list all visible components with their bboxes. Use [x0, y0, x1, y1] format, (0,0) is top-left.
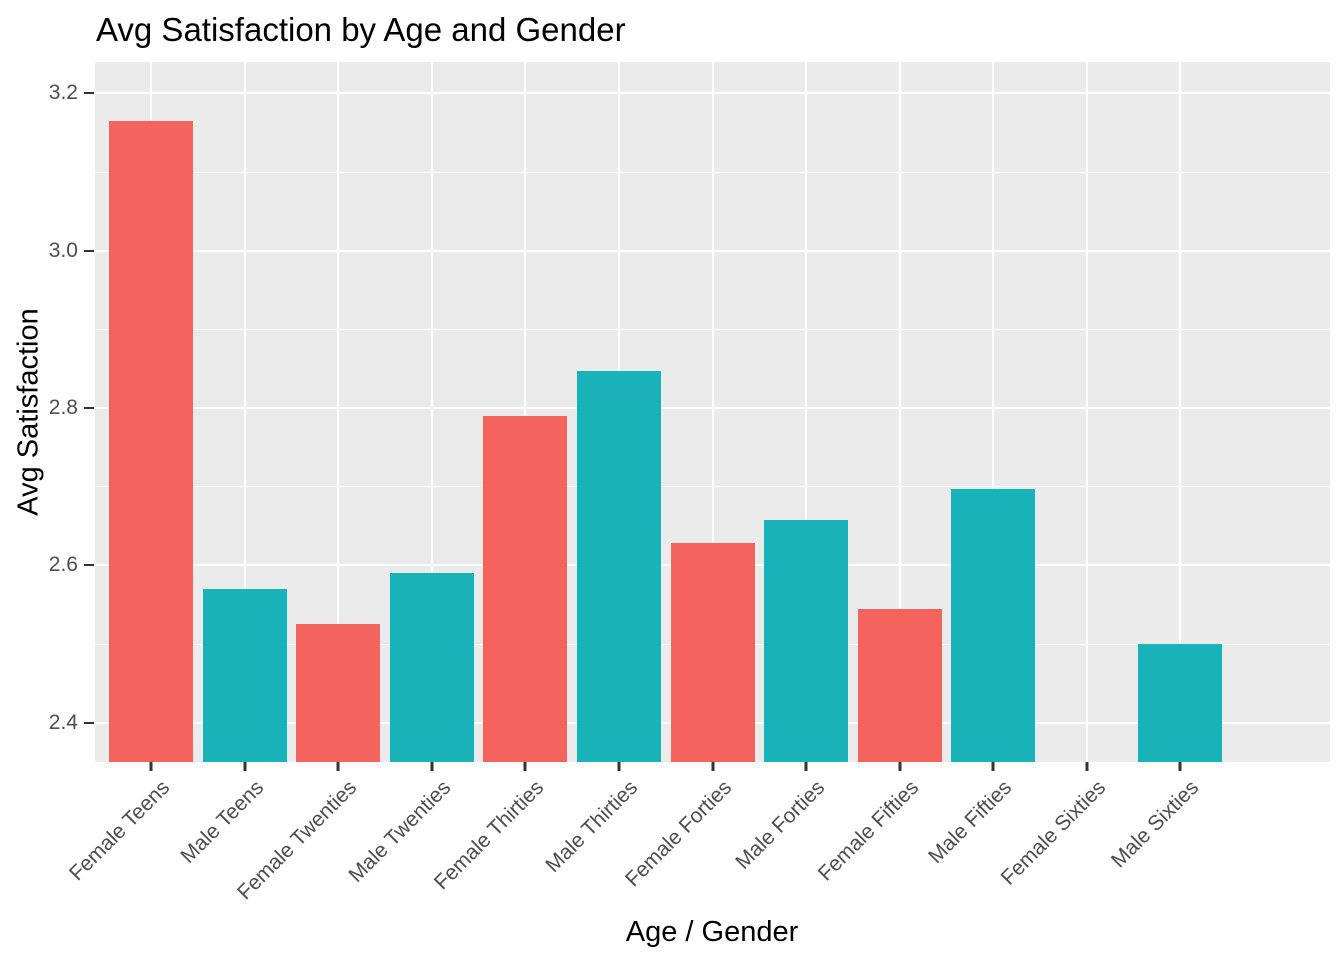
y-tick-label-2.8: 2.8 [48, 396, 78, 420]
x-tick-mark-female-thirties [523, 762, 527, 771]
gridline-x-male-fifties [992, 62, 995, 762]
y-tick-label-3.0: 3.0 [48, 238, 78, 262]
x-tick-mark-female-fifties [898, 762, 902, 771]
bar-male-teens [203, 589, 287, 762]
x-tick-mark-female-twenties [336, 762, 340, 771]
y-tick-label-2.4: 2.4 [48, 710, 78, 734]
bar-male-fifties [951, 489, 1035, 762]
gridline-x-female-sixties [1085, 62, 1088, 762]
chart-title: Avg Satisfaction by Age and Gender [96, 11, 626, 48]
x-tick-mark-male-forties [804, 762, 808, 771]
gridline-x-male-forties [805, 62, 808, 762]
y-tick-mark-2.8 [84, 407, 94, 410]
x-tick-mark-female-forties [711, 762, 714, 771]
gridline-x-female-twenties [337, 62, 340, 762]
x-tick-label-male-fifties: Male Fifties [924, 776, 1017, 869]
x-tick-mark-male-twenties [430, 762, 434, 771]
gridline-x-female-forties [711, 62, 714, 762]
x-tick-mark-male-thirties [617, 762, 621, 771]
x-tick-mark-male-sixties [1178, 762, 1182, 771]
x-axis-title: Age / Gender [625, 916, 799, 948]
x-tick-label-male-thirties: Male Thirties [541, 776, 643, 877]
x-tick-label-male-sixties: Male Sixties [1107, 776, 1204, 873]
bar-male-twenties [390, 573, 474, 762]
bar-female-fifties [858, 609, 942, 762]
x-tick-label-male-teens: Male Teens [176, 776, 268, 868]
bar-male-forties [764, 520, 848, 762]
x-tick-label-male-forties: Male Forties [731, 776, 830, 874]
x-tick-mark-female-sixties [1085, 762, 1089, 771]
y-tick-mark-3.0 [84, 249, 94, 252]
y-tick-label-2.6: 2.6 [48, 553, 78, 577]
bar-female-forties [671, 543, 755, 762]
gridline-x-female-thirties [524, 62, 527, 762]
bar-female-thirties [483, 416, 567, 762]
y-tick-mark-2.4 [84, 721, 94, 724]
gridline-x-female-fifties [898, 62, 901, 762]
x-tick-label-female-teens: Female Teens [65, 776, 175, 886]
bar-male-thirties [577, 371, 661, 762]
y-axis-title: Avg Satisfaction [12, 308, 45, 516]
bar-female-twenties [296, 624, 380, 762]
plot-panel [95, 62, 1330, 762]
bar-male-sixties [1138, 644, 1222, 762]
y-tick-label-3.2: 3.2 [48, 81, 78, 105]
x-tick-mark-male-fifties [991, 762, 995, 771]
bar-female-teens [109, 121, 193, 762]
gridline-x-male-sixties [1179, 62, 1182, 762]
x-tick-mark-female-teens [149, 762, 153, 771]
gridline-x-male-twenties [430, 62, 433, 762]
gridline-x-male-teens [243, 62, 246, 762]
y-tick-mark-3.2 [84, 92, 94, 95]
y-tick-mark-2.6 [84, 564, 94, 567]
x-tick-mark-male-teens [243, 762, 247, 771]
